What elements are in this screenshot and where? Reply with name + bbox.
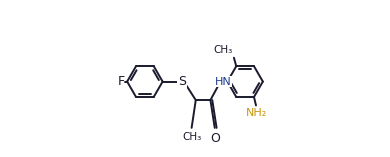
Text: NH₂: NH₂ — [246, 108, 268, 118]
Text: HN: HN — [215, 77, 231, 87]
Text: F: F — [118, 75, 125, 88]
Text: CH₃: CH₃ — [213, 45, 232, 55]
Text: CH₃: CH₃ — [182, 133, 201, 143]
Text: O: O — [211, 132, 221, 145]
Text: S: S — [178, 75, 186, 88]
